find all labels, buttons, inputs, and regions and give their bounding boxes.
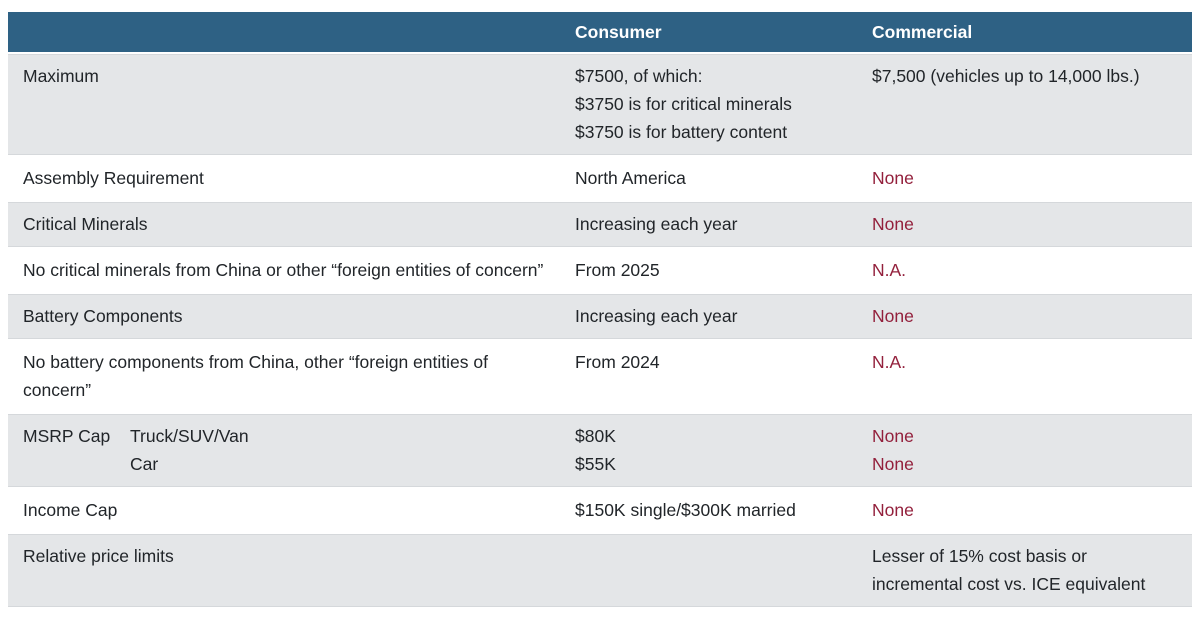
sublabel-truck-suv-van: Truck/SUV/Van: [130, 426, 249, 446]
row-label: Assembly Requirement: [23, 168, 204, 188]
consumer-cell: [575, 542, 872, 598]
commercial-cell: None None: [872, 422, 1192, 478]
row-label: Battery Components: [23, 306, 183, 326]
row-no-battery-components-china: No battery components from China, other …: [8, 341, 1192, 412]
row-critical-minerals: Critical Minerals Increasing each year N…: [8, 202, 1192, 247]
cell-line: None: [872, 500, 914, 520]
row-label: No battery components from China, other …: [23, 352, 488, 400]
commercial-cell: $7,500 (vehicles up to 14,000 lbs.): [872, 62, 1192, 146]
commercial-cell: N.A.: [872, 348, 1192, 404]
row-relative-price-limits: Relative price limits Lesser of 15% cost…: [8, 534, 1192, 607]
row-label: Critical Minerals: [23, 214, 148, 234]
header-blank-cell: [8, 12, 575, 52]
msrp-cap-label: MSRP Cap: [23, 426, 111, 446]
row-label: MSRP Cap Truck/SUV/Van Car: [8, 422, 575, 478]
cell-line: $7,500 (vehicles up to 14,000 lbs.): [872, 66, 1140, 86]
commercial-cell: None: [872, 302, 1192, 330]
cell-line: From 2024: [575, 352, 660, 372]
sublabel-car: Car: [130, 454, 159, 474]
cell-line: N.A.: [872, 352, 907, 372]
consumer-cell: From 2024: [575, 348, 872, 404]
row-label: Income Cap: [23, 500, 118, 520]
commercial-cell: Lesser of 15% cost basis or incremental …: [872, 542, 1192, 598]
consumer-cell: North America: [575, 164, 872, 192]
row-label: Maximum: [23, 66, 99, 86]
cell-line: North America: [575, 168, 686, 188]
commercial-cell: N.A.: [872, 256, 1192, 284]
consumer-cell: From 2025: [575, 256, 872, 284]
column-header-consumer: Consumer: [575, 22, 662, 42]
row-assembly-requirement: Assembly Requirement North America None: [8, 157, 1192, 200]
cell-line: $150K single/$300K married: [575, 500, 796, 520]
cell-line: None: [872, 168, 914, 188]
cell-line: Increasing each year: [575, 214, 738, 234]
cell-line: $80K: [575, 426, 616, 446]
cell-line: $3750 is for battery content: [575, 122, 788, 142]
row-label: No critical minerals from China or other…: [23, 260, 544, 280]
consumer-cell: Increasing each year: [575, 302, 872, 330]
cell-line: Lesser of 15% cost basis or: [872, 546, 1087, 566]
comparison-table: Consumer Commercial Maximum $7500, of wh…: [8, 12, 1192, 607]
consumer-cell: $7500, of which: $3750 is for critical m…: [575, 62, 872, 146]
consumer-cell: $150K single/$300K married: [575, 496, 872, 524]
cell-line: None: [872, 306, 914, 326]
row-label: Relative price limits: [23, 546, 174, 566]
cell-line: N.A.: [872, 260, 907, 280]
cell-line: None: [872, 214, 914, 234]
row-battery-components: Battery Components Increasing each year …: [8, 294, 1192, 339]
consumer-cell: $80K $55K: [575, 422, 872, 478]
consumer-cell: Increasing each year: [575, 210, 872, 238]
cell-line: None: [872, 454, 914, 474]
row-income-cap: Income Cap $150K single/$300K married No…: [8, 489, 1192, 532]
commercial-cell: None: [872, 496, 1192, 524]
row-msrp-cap: MSRP Cap Truck/SUV/Van Car $80K $55K Non…: [8, 414, 1192, 487]
cell-line: Increasing each year: [575, 306, 738, 326]
table-header-row: Consumer Commercial: [8, 12, 1192, 52]
cell-line: From 2025: [575, 260, 660, 280]
cell-line: $3750 is for critical minerals: [575, 94, 792, 114]
commercial-cell: None: [872, 210, 1192, 238]
row-maximum: Maximum $7500, of which: $3750 is for cr…: [8, 54, 1192, 155]
cell-line: incremental cost vs. ICE equivalent: [872, 574, 1146, 594]
commercial-cell: None: [872, 164, 1192, 192]
msrp-sublabels: Truck/SUV/Van Car: [130, 422, 249, 478]
column-header-commercial: Commercial: [872, 22, 973, 42]
cell-line: $7500, of which:: [575, 66, 703, 86]
cell-line: $55K: [575, 454, 616, 474]
cell-line: None: [872, 426, 914, 446]
row-no-critical-minerals-china: No critical minerals from China or other…: [8, 249, 1192, 292]
